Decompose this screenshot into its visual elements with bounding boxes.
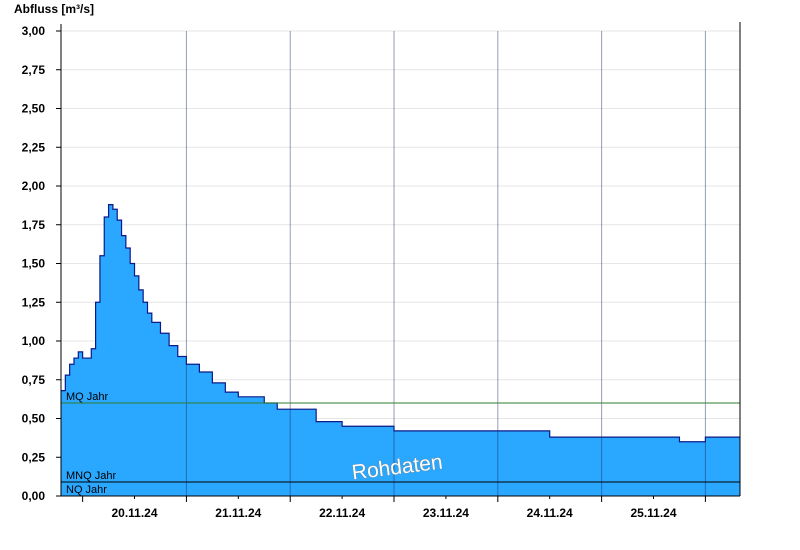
y-axis-title: Abfluss [m³/s] bbox=[14, 2, 94, 16]
y-tick-label: 1,25 bbox=[22, 295, 46, 309]
y-tick-label: 1,50 bbox=[22, 257, 46, 271]
y-tick-label: 0,75 bbox=[22, 373, 46, 387]
x-tick-label: 21.11.24 bbox=[215, 506, 261, 520]
x-tick-label: 23.11.24 bbox=[423, 506, 469, 520]
tick-labels-layer: 0,00 0,25 0,50 0,75 1,00 1,25 1,50 1,75 2,00 2,25… bbox=[22, 24, 677, 520]
y-tick-label: 0,50 bbox=[22, 412, 46, 426]
reference-lines-layer: MQ Jahr MNQ Jahr NQ Jahr bbox=[61, 391, 740, 496]
axis-layer bbox=[56, 22, 741, 502]
area-layer bbox=[61, 204, 740, 496]
y-tick-label: 2,00 bbox=[22, 179, 46, 193]
mnq-label: MNQ Jahr bbox=[66, 470, 116, 482]
y-tick-label: 3,00 bbox=[22, 24, 46, 38]
nq-label: NQ Jahr bbox=[66, 484, 107, 496]
y-tick-label: 2,50 bbox=[22, 102, 46, 116]
x-tick-label: 20.11.24 bbox=[111, 506, 157, 520]
x-tick-label: 22.11.24 bbox=[319, 506, 365, 520]
x-tick-label: 25.11.24 bbox=[630, 506, 676, 520]
y-tick-label: 0,00 bbox=[22, 489, 46, 503]
y-tick-label: 2,25 bbox=[22, 140, 46, 154]
y-tick-label: 1,75 bbox=[22, 218, 46, 232]
vertical-grid-layer bbox=[185, 31, 706, 496]
x-tick-label: 24.11.24 bbox=[527, 506, 573, 520]
discharge-area bbox=[61, 204, 740, 496]
discharge-line bbox=[61, 204, 740, 443]
y-tick-label: 1,00 bbox=[22, 334, 46, 348]
mq-label: MQ Jahr bbox=[66, 391, 109, 403]
y-tick-label: 2,75 bbox=[22, 63, 46, 77]
y-tick-label: 0,25 bbox=[22, 450, 46, 464]
